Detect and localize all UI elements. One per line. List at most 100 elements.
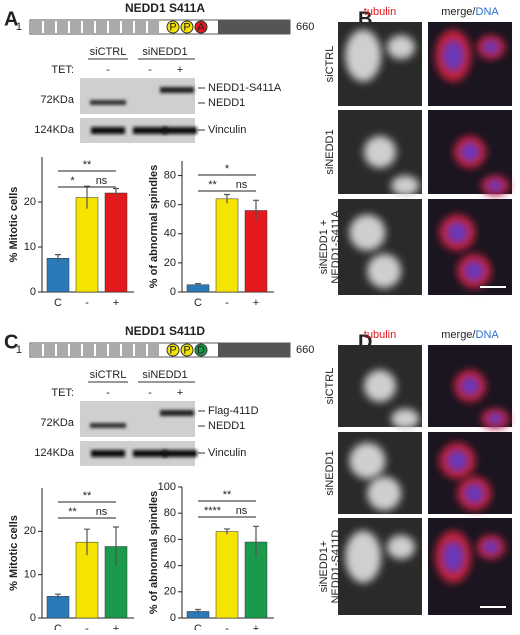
domain-repeat (57, 344, 68, 356)
significance-label: ** (223, 489, 232, 501)
error-bar (55, 254, 61, 262)
domain-repeat (122, 344, 133, 356)
row-label: siNEDD1 (324, 129, 336, 174)
bar (215, 531, 239, 619)
domain-repeat (31, 344, 42, 356)
error-bar (253, 525, 259, 558)
cell-tubulin (345, 29, 382, 82)
x-tick-label: + (253, 623, 259, 630)
bar (46, 258, 70, 293)
y-tick-label: 0 (30, 286, 36, 298)
cell-tubulin (367, 254, 402, 288)
y-tick-label: 40 (164, 560, 176, 572)
cell-dna (464, 260, 485, 282)
x-tick-label: C (54, 297, 62, 309)
site-label: P (169, 21, 176, 33)
error-bar (195, 608, 201, 614)
error-bar (55, 593, 61, 599)
band-label: NEDD1 (208, 420, 245, 432)
site-label: D (197, 344, 205, 356)
y-tick-label: 0 (170, 612, 176, 624)
bar (75, 197, 99, 293)
significance-label: ** (208, 179, 217, 191)
band (160, 410, 194, 416)
cell-dna (482, 40, 500, 55)
tet-state: + (177, 64, 183, 76)
y-tick-label: 0 (30, 612, 36, 624)
y-tick-label: 20 (24, 196, 36, 208)
domain-repeat (31, 21, 42, 33)
channel-label: merge/DNA (441, 6, 499, 18)
band (133, 127, 167, 134)
site (180, 343, 194, 357)
cell-tubulin (349, 442, 386, 479)
domain-repeat (122, 21, 133, 33)
x-tick-label: + (113, 297, 119, 309)
cell-dna (464, 483, 485, 504)
band (133, 450, 167, 457)
y-tick-label: 60 (164, 533, 176, 545)
y-tick-label: 100 (158, 481, 176, 493)
tet-label: TET: (51, 387, 74, 399)
cell-dna (482, 539, 500, 555)
cell-tubulin (387, 35, 415, 60)
y-tick-label: 10 (24, 569, 36, 581)
domain-repeat (44, 344, 55, 356)
domain-repeat (109, 344, 120, 356)
x-tick-label: - (85, 297, 89, 309)
channel-part: merge/ (441, 329, 476, 341)
significance-label: * (70, 175, 75, 187)
site (180, 20, 194, 34)
lane-label: siNEDD1 (142, 46, 187, 58)
row-label: siCTRL (324, 368, 336, 405)
row-label: siNEDD1+ (318, 541, 330, 593)
cell-tubulin (364, 136, 396, 168)
band (91, 127, 125, 134)
x-tick-label: C (194, 297, 202, 309)
domain-repeat (83, 21, 94, 33)
site-label: P (169, 344, 176, 356)
cell-dna (442, 40, 465, 72)
domain-start: 1 (16, 344, 22, 356)
marker: 124KDa (34, 124, 75, 136)
panel-letter: C (4, 331, 18, 353)
domain-repeat (83, 344, 94, 356)
error-bar (224, 193, 230, 204)
site (194, 20, 208, 34)
site-label: P (183, 344, 190, 356)
cell-tubulin (391, 408, 420, 429)
domain-tail (218, 20, 290, 34)
x-tick-label: + (253, 297, 259, 309)
row-label: siNEDD1 + (318, 220, 330, 275)
marker: 72KDa (40, 94, 75, 106)
bar (215, 198, 239, 293)
site-label: P (183, 21, 190, 33)
y-axis-label: % of abnormal spindles (148, 165, 160, 288)
y-tick-label: 0 (170, 286, 176, 298)
site (166, 20, 180, 34)
significance-label: ** (68, 506, 77, 518)
error-bar (253, 199, 259, 221)
significance-label: ** (83, 490, 92, 502)
y-tick-label: 80 (164, 169, 176, 181)
cell-tubulin (364, 370, 396, 402)
row-label: siCTRL (324, 46, 336, 83)
channel-label: tubulin (364, 329, 396, 341)
domain-repeat (109, 21, 120, 33)
cell-dna (460, 376, 480, 396)
tet-state: + (177, 387, 183, 399)
domain-repeat (70, 21, 81, 33)
error-bar (113, 526, 119, 566)
band (163, 450, 197, 457)
bar (104, 192, 128, 293)
lane-label: siCTRL (90, 46, 127, 58)
x-tick-label: - (85, 623, 89, 630)
x-tick-label: C (54, 623, 62, 630)
cell-tubulin (345, 530, 382, 583)
x-tick-label: - (225, 623, 229, 630)
tet-label: TET: (51, 64, 74, 76)
channel-part: merge/ (441, 6, 476, 18)
significance-label: * (225, 163, 230, 175)
band (90, 100, 126, 105)
